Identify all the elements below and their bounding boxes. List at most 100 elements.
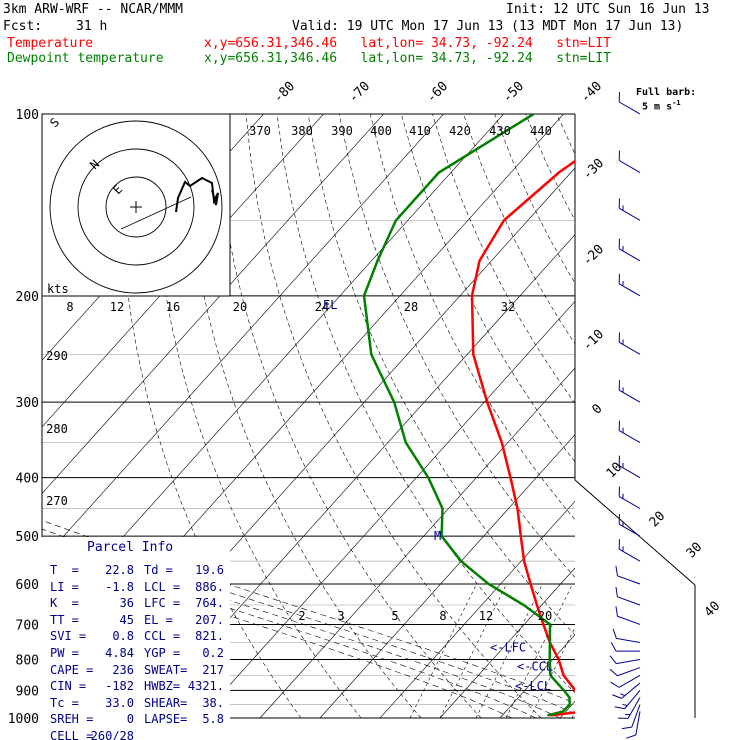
wind-barb-flag [610,681,620,688]
hodograph-ring [49,120,223,294]
wind-barb-staff [617,575,641,585]
theta-label: 440 [530,124,552,138]
level-marker: <-LFC [490,640,526,654]
parcel-info-cell: SHEAR= [144,695,188,710]
level-marker: <-CCL [517,659,553,673]
wind-barb [610,642,640,652]
wind-barb-staff [618,496,641,509]
isotherm-label: 10 [604,460,626,482]
parcel-info-cell: 0.8 [112,629,134,644]
wind-barb-flag [615,606,618,617]
dry-adiabat [588,114,740,718]
dewpoint-location: x,y=656.31,346.46 lat,lon= 34.73, -92.24… [204,51,611,66]
dry-adiabat [245,114,542,719]
wind-barb [618,514,641,537]
mixing-ratio-label: 5 [391,609,398,623]
isotherm-line [259,367,575,719]
wind-barb [621,704,641,730]
mixing-ratio-line [439,583,507,719]
parcel-info-cell: 0 [126,712,134,727]
theta-label: 380 [291,124,313,138]
dry-adiabat [276,114,575,694]
pressure-label: 700 [16,618,39,633]
hodograph-ring-label: 24 [315,300,329,314]
parcel-info-panel: Parcel Info T = 22.8 Td = 19.6 LI = -1.8 LCL =… [40,537,230,740]
parcel-info-cell: -182 [105,679,134,694]
isotherm-line [199,300,575,719]
isotherm-label: -10 [580,327,607,354]
isotherm-label: 30 [684,540,706,562]
isotherm-line [42,114,324,428]
dewpoint-legend: Dewpoint temperature [7,51,164,66]
dry-adiabat [681,114,740,718]
wind-barb [609,667,641,677]
isotherm-line [319,434,575,719]
dry-adiabat [712,114,740,718]
wind-barb-staff [618,430,641,444]
wind-barb [618,486,641,509]
dry-adiabat [619,114,740,718]
parcel-info-cell: 45 [119,612,134,627]
isotherm-label: -30 [580,156,607,183]
isotherm-line [439,567,575,719]
hodograph-units: kts [47,282,69,296]
parcel-info-title: Parcel Info [87,540,174,555]
dry-adiabat [463,114,575,345]
parcel-info-cell: CCL = [144,629,181,644]
isotherm-label: 40 [702,599,724,621]
wind-barb [612,628,641,644]
hodograph-trace [175,176,219,213]
barb-legend-title: Full barb: [636,87,697,98]
pressure-label: 100 [16,108,39,123]
isotherm-line [559,700,575,719]
mixing-ratio-line [475,583,543,719]
parcel-info-cell: LFC = [144,596,181,611]
barb-legend-value-text: 5 m s [642,101,673,113]
level-marker: <-LCL [515,679,551,693]
wind-barb-staff [617,667,641,677]
hodograph-ring-label: 8 [66,300,73,314]
mixing-ratio-line [529,626,575,719]
dry-adiabat [525,114,575,221]
wind-barb [618,238,641,262]
wind-barb-flag [622,703,628,706]
wind-barb-flag [612,694,622,699]
isotherm-line [499,634,575,719]
parcel-info-cell: 217 [202,662,224,677]
parcel-info-cell: 886. [195,579,224,594]
parcel-info-cell: LAPSE= [144,712,188,727]
wind-barb [610,674,641,688]
wind-barb-staff [618,248,641,262]
isotherm-label: -40 [578,79,605,106]
isotherm-label: -80 [271,79,298,106]
parcel-info-cell: 5.8 [202,712,224,727]
wind-barb [618,380,641,403]
wind-barb-staff [624,690,641,710]
parcel-info-cell: 4.84 [105,646,134,660]
parcel-info-cell: CIN = [50,679,87,694]
hodograph-ring [77,148,195,266]
hodograph-ring-label: 20 [233,300,247,314]
wind-barb [618,198,641,221]
wind-barb [618,91,641,115]
isotherm-line [680,114,740,718]
isotherm-line [42,114,384,495]
wind-barb-staff [616,637,641,644]
isotherm-label: 20 [647,509,669,531]
model-title: 3km ARW-WRF -- NCAR/MMM [3,2,184,17]
wind-barb-staff [617,615,641,625]
level-marker: EL [323,298,337,312]
wind-barb [615,606,641,625]
wind-barb-staff [618,283,641,297]
dry-adiabat [338,114,575,578]
wind-barb-flag [609,655,617,664]
parcel-info-cell: 36 [119,596,134,611]
wind-barb-staff [618,523,641,537]
wind-barb [618,455,641,479]
wind-barb [609,655,641,665]
pressure-label: 500 [16,530,39,545]
pressure-label: 300 [16,396,39,411]
barb-legend-value: 5 m s-1 [642,96,681,114]
isotherm-label: -70 [346,79,373,106]
